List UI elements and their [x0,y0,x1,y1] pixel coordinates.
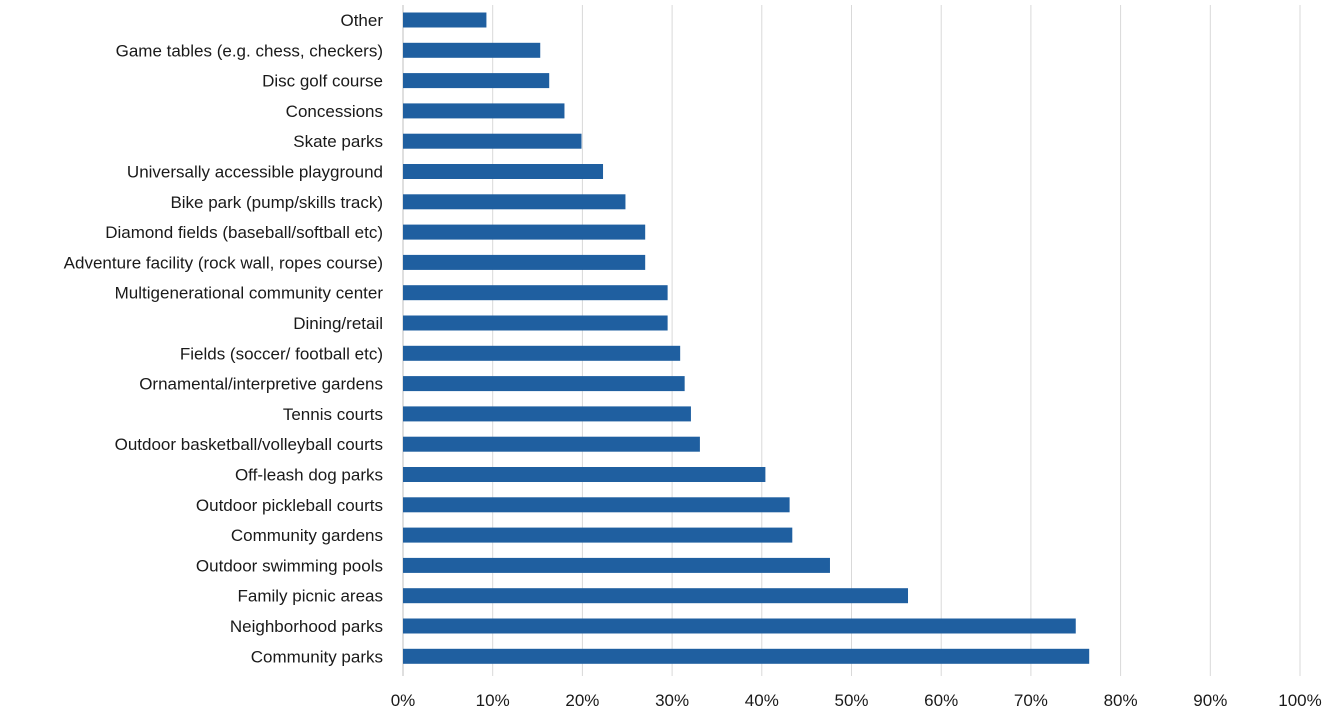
category-label: Multigenerational community center [115,284,384,303]
category-label: Family picnic areas [238,587,384,606]
bar [403,618,1076,634]
category-label: Fields (soccer/ football etc) [180,344,383,363]
category-label: Game tables (e.g. chess, checkers) [116,41,383,60]
x-tick-label: 50% [834,691,868,710]
x-tick-label: 70% [1014,691,1048,710]
category-label: Skate parks [293,132,383,151]
category-label: Concessions [286,102,383,121]
bar [403,436,700,452]
bar [403,648,1090,664]
category-label: Ornamental/interpretive gardens [139,375,383,394]
x-tick-label: 40% [745,691,779,710]
bar [403,254,646,270]
category-label: Adventure facility (rock wall, ropes cou… [64,253,383,272]
x-tick-label: 20% [565,691,599,710]
bar [403,103,565,119]
bar [403,194,626,210]
x-tick-label: 60% [924,691,958,710]
x-tick-label: 10% [476,691,510,710]
bar [403,164,604,179]
bar [403,376,685,392]
bar [403,467,766,482]
x-axis-tick-labels: 0% 10% 20% 30% 40% 50% 60% 70% 80% 90% 100% [391,691,1322,710]
category-label: Universally accessible playground [127,163,383,182]
bar [403,557,830,573]
bar [403,315,668,331]
x-tick-label: 100% [1278,691,1321,710]
category-label: Outdoor basketball/volleyball courts [115,435,383,454]
x-tick-label: 30% [655,691,689,710]
bar [403,285,668,301]
category-label: Neighborhood parks [230,617,383,636]
bar [403,224,646,240]
bar [403,133,582,149]
x-tick-label: 80% [1104,691,1138,710]
category-label: Outdoor swimming pools [196,556,383,575]
category-label: Tennis courts [283,405,383,424]
category-label: Community parks [251,647,383,666]
category-label: Community gardens [231,526,383,545]
x-tick-label: 0% [391,691,416,710]
category-label: Off-leash dog parks [235,466,383,485]
category-label: Disc golf course [262,72,383,91]
bar [403,588,909,604]
x-tick-label: 90% [1193,691,1227,710]
bar [403,12,487,28]
bar [403,345,681,361]
category-label: Diamond fields (baseball/softball etc) [105,223,383,242]
bar [403,497,790,513]
bar [403,73,550,89]
bar [403,527,793,543]
category-label: Outdoor pickleball courts [196,496,383,515]
category-label: Other [340,11,383,30]
category-label: Dining/retail [293,314,383,333]
category-labels: Other Game tables (e.g. chess, checkers) D… [64,11,384,666]
bar [403,406,691,422]
bar [403,42,541,58]
bars [403,12,1090,664]
category-label: Bike park (pump/skills track) [170,193,383,212]
